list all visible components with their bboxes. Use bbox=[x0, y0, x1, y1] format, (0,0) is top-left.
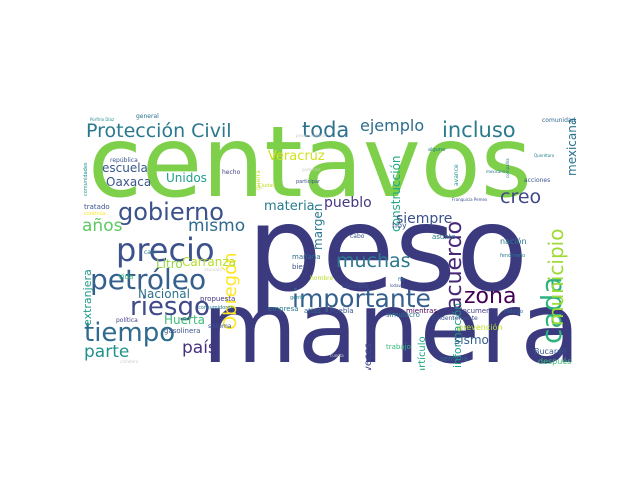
word-situacion: situación bbox=[204, 267, 223, 272]
word-empresa: empresa bbox=[268, 305, 299, 313]
word-parte: parte bbox=[84, 342, 130, 362]
word-bien: bien bbox=[292, 263, 308, 271]
word-atlas: atlas bbox=[304, 307, 321, 315]
word-ejemplo: ejemplo bbox=[360, 116, 425, 135]
word-siempre: siempre bbox=[396, 211, 453, 227]
word-participar: participar bbox=[296, 179, 321, 185]
word-continua: continúa bbox=[84, 211, 106, 217]
word-mexicano: mexicano bbox=[486, 169, 506, 174]
word-general: general bbox=[136, 113, 159, 120]
word-concreto: concreto bbox=[342, 283, 369, 290]
word-porfirio-diaz: Porfirio Díaz bbox=[90, 117, 115, 122]
word-mismo: mismo bbox=[188, 216, 246, 236]
word-documento: documento bbox=[458, 307, 498, 315]
word-pesos-centavos: pesos centavos bbox=[296, 133, 327, 138]
word-gasolinera: gasolinera bbox=[164, 327, 201, 335]
word-materia: materia bbox=[264, 199, 315, 214]
word-avance: avance bbox=[453, 164, 460, 186]
word-municipio: municipio bbox=[544, 228, 568, 326]
word-ciudad: Ciudad bbox=[258, 183, 276, 189]
word-oaxaca: Oaxaca bbox=[106, 175, 152, 189]
word-politica: política bbox=[116, 317, 138, 324]
word-centavos: centavos bbox=[88, 108, 532, 220]
word-franquicia-pemex: Franquicia Pemex bbox=[452, 197, 488, 202]
word-vida: Vida bbox=[118, 273, 134, 281]
word-proteccion-civil: Protección Civil bbox=[86, 120, 232, 142]
word-lodavia: lodavía bbox=[390, 283, 405, 288]
word-litro: Litro bbox=[156, 257, 183, 271]
word-compania: compañía bbox=[505, 158, 510, 178]
word-tiempo: tiempo bbox=[84, 318, 176, 348]
word-carranza: Carranza bbox=[182, 255, 236, 269]
word-margen: margen bbox=[311, 203, 325, 250]
word-pais: país bbox=[182, 338, 217, 358]
word-acciones: acciones bbox=[524, 177, 551, 184]
word-hecho: hecho bbox=[222, 169, 241, 176]
word-articulo: artículo bbox=[417, 336, 428, 370]
word-peso: peso bbox=[247, 180, 529, 318]
word-comunidad: comunidad bbox=[542, 117, 576, 124]
word-casi: casi bbox=[144, 249, 156, 256]
word-evidentemente: Evidentemente bbox=[432, 315, 478, 322]
word-tratado: tratado bbox=[84, 203, 110, 211]
word-comunidades: comunidades bbox=[83, 162, 89, 197]
word-carretera: carretera bbox=[120, 359, 139, 364]
word-pueblo: pueblo bbox=[324, 195, 372, 211]
word-propuesta: propuesta bbox=[200, 295, 236, 303]
word-nacion: nación bbox=[500, 237, 527, 246]
word-gente: gente bbox=[290, 295, 305, 301]
word-incluso: incluso bbox=[442, 118, 516, 142]
word-cabo: cabo bbox=[350, 233, 365, 240]
word-gobierno: gobierno bbox=[118, 198, 224, 226]
word-republica: república bbox=[110, 157, 138, 164]
word-importante: importante bbox=[292, 284, 431, 313]
word-sismo: sismo bbox=[454, 333, 489, 347]
word-mientras: mientras bbox=[406, 307, 438, 315]
word-toda: toda bbox=[302, 118, 350, 142]
word-despues: después bbox=[538, 357, 572, 366]
word-mexicana: mexicana bbox=[565, 117, 579, 176]
word-creo: creo bbox=[500, 186, 542, 208]
word-fenomeno: fenómeno bbox=[500, 253, 526, 259]
word-consumidores: consumidores bbox=[198, 305, 233, 311]
word-muchas: muchas bbox=[336, 250, 411, 272]
word-podemos: podemos bbox=[302, 167, 321, 172]
word-petroleo: petróleo bbox=[90, 263, 207, 296]
word-manera: manera bbox=[202, 272, 580, 370]
word-nacional: Nacional bbox=[138, 287, 190, 301]
word-veracruz: Veracruz bbox=[268, 149, 325, 164]
word-queretaro: Querétaro bbox=[534, 153, 555, 158]
word-sistema: sistema bbox=[208, 323, 232, 330]
word-riesgo: riesgo bbox=[130, 292, 210, 322]
word-anos: años bbox=[82, 216, 123, 236]
word-manana: mañana bbox=[292, 253, 321, 261]
word-cuenta: cuenta bbox=[330, 353, 344, 358]
word-hoy: hoy bbox=[392, 221, 407, 230]
word-semana: semana bbox=[440, 355, 468, 363]
word-zona: zona bbox=[464, 284, 517, 309]
word-asunto: asunto bbox=[432, 233, 456, 241]
word-precio: precio bbox=[116, 231, 215, 269]
word-unidos: Unidos bbox=[166, 171, 207, 185]
word-fin: fin bbox=[398, 277, 405, 283]
word-veces: veces bbox=[363, 343, 374, 370]
word-trabajo: trabajo bbox=[386, 343, 411, 351]
word-cloud: peso manera centavos importante cada pre… bbox=[80, 108, 580, 370]
word-alguna: alguna bbox=[428, 147, 446, 153]
word-prevencion: prevención bbox=[458, 323, 503, 332]
word-simulacro: simulacro bbox=[386, 311, 420, 319]
word-hidalgo: Hidalgo bbox=[504, 309, 524, 315]
word-extranjera: extranjera bbox=[81, 269, 94, 326]
word-huerta: Huerta bbox=[164, 313, 206, 327]
word-escuela: escuela bbox=[102, 161, 148, 175]
word-bucareli: Bucareli bbox=[534, 347, 567, 356]
word-puebla: Puebla bbox=[330, 307, 354, 315]
word-hombre: hombre bbox=[310, 275, 334, 282]
